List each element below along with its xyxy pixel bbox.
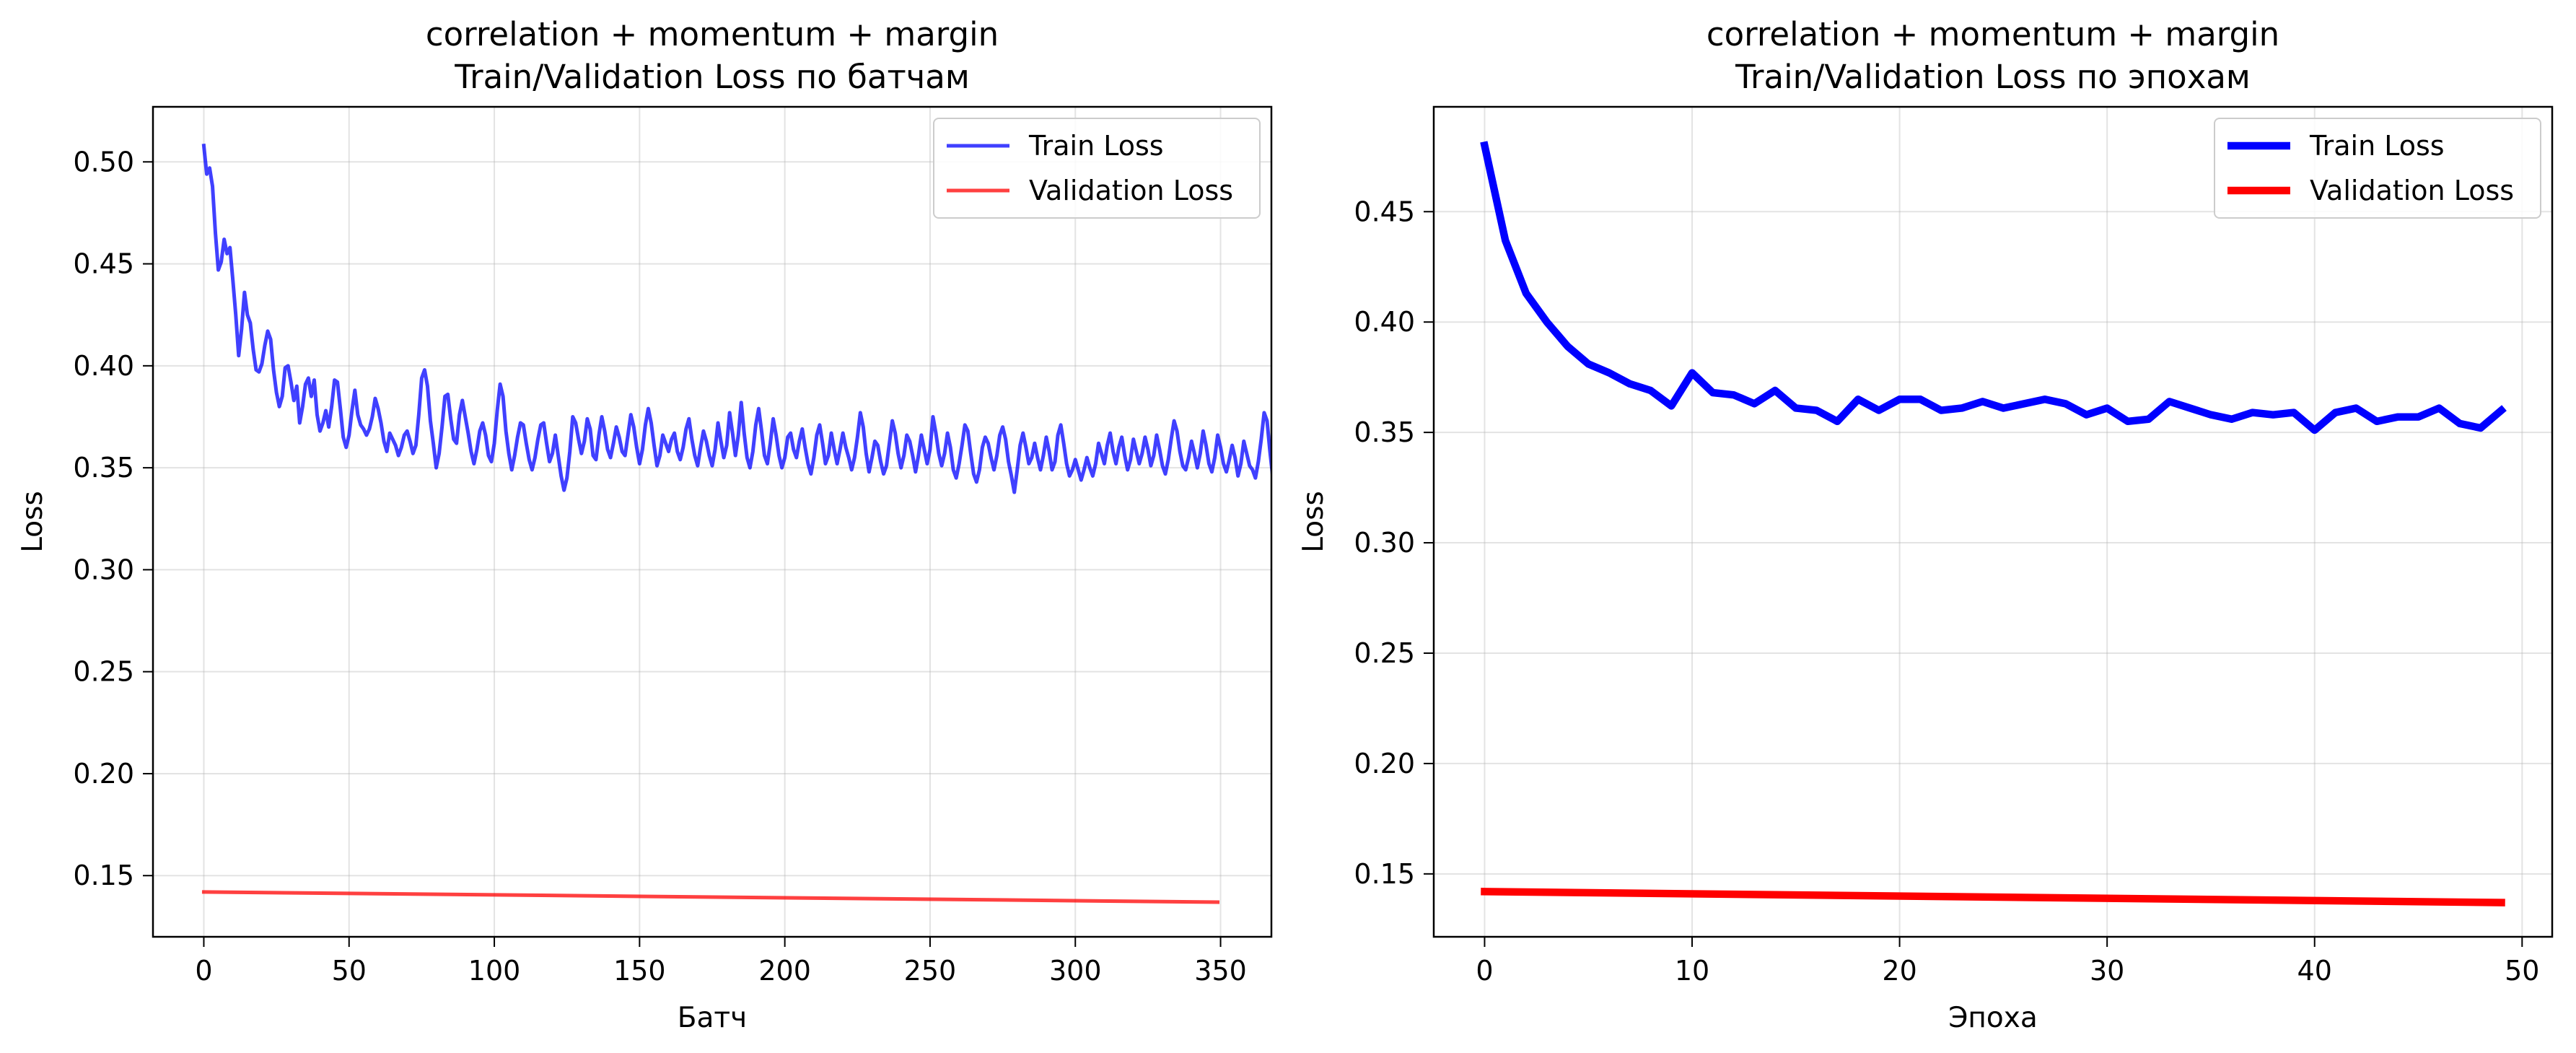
x-tick-label: 30 [2090, 955, 2124, 987]
y-axis-label: Loss [17, 491, 49, 553]
legend: Train Loss Validation Loss [2214, 118, 2541, 219]
series-line-validation-loss [1481, 888, 2505, 906]
series-line-train-loss [201, 143, 1271, 494]
chart-batches: 0 50 100 150 200 250 300 350 0.15 0.20 0.25 0.30 0.3… [17, 15, 1273, 1034]
y-tick-label: 0.35 [1354, 416, 1415, 448]
x-tick-label: 250 [904, 955, 957, 987]
chart-title-line: Train/Validation Loss по батчам [454, 58, 970, 96]
legend-label: Train Loss [2309, 130, 2445, 162]
legend-box [2214, 118, 2541, 219]
legend-label: Train Loss [1028, 130, 1164, 162]
series-group [1480, 141, 2507, 906]
y-axis-label: Loss [1297, 491, 1330, 553]
x-tick-label: 50 [2505, 955, 2539, 987]
x-tick-label: 0 [1476, 955, 1493, 987]
y-tick-label: 0.40 [73, 350, 134, 382]
x-tick-label: 150 [613, 955, 666, 987]
chart-title-line: correlation + momentum + margin [426, 15, 999, 53]
y-tick-label: 0.20 [73, 758, 134, 790]
y-tick-label: 0.45 [1354, 196, 1415, 227]
x-tick-label: 350 [1194, 955, 1247, 987]
x-tick-label: 200 [758, 955, 811, 987]
y-tick-label: 0.30 [73, 554, 134, 585]
axes-frame [1432, 105, 2554, 938]
legend-label: Validation Loss [1029, 175, 1233, 206]
series-line-train-loss [1480, 141, 2507, 434]
x-tick-label: 10 [1675, 955, 1709, 987]
y-tick-label: 0.25 [73, 656, 134, 688]
chart-epochs: 0 10 20 30 40 50 0.15 0.20 0.25 0.30 0.35 0.40 0.45 Э… [1297, 15, 2554, 1034]
legend: Train Loss Validation Loss [933, 118, 1261, 219]
y-tick-label: 0.50 [73, 146, 134, 178]
series-line-validation-loss [201, 890, 1220, 904]
x-tick-label: 50 [332, 955, 367, 987]
y-tick-label: 0.40 [1354, 306, 1415, 338]
series-group [201, 143, 1271, 904]
y-tick-label: 0.15 [73, 860, 134, 891]
y-tick-label: 0.30 [1354, 527, 1415, 559]
chart-title-line: Train/Validation Loss по эпохам [1735, 58, 2251, 96]
x-tick-label: 40 [2297, 955, 2332, 987]
x-tick-label: 20 [1882, 955, 1916, 987]
y-tick-label: 0.25 [1354, 637, 1415, 669]
x-axis-label: Эпоха [1948, 1002, 2038, 1034]
x-tick-label: 100 [468, 955, 521, 987]
x-tick-label: 0 [195, 955, 212, 987]
chart-title-line: correlation + momentum + margin [1707, 15, 2279, 53]
x-axis-label: Батч [678, 1002, 747, 1034]
legend-box [933, 118, 1261, 219]
y-tick-label: 0.15 [1354, 858, 1415, 890]
legend-label: Validation Loss [2310, 175, 2514, 206]
y-tick-label: 0.45 [73, 248, 134, 280]
y-tick-label: 0.35 [73, 452, 134, 484]
y-tick-label: 0.20 [1354, 748, 1415, 779]
x-tick-label: 300 [1049, 955, 1102, 987]
axes-frame [152, 105, 1273, 938]
